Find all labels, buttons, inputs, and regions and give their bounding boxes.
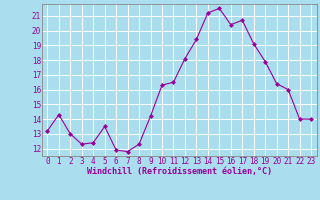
X-axis label: Windchill (Refroidissement éolien,°C): Windchill (Refroidissement éolien,°C) bbox=[87, 167, 272, 176]
